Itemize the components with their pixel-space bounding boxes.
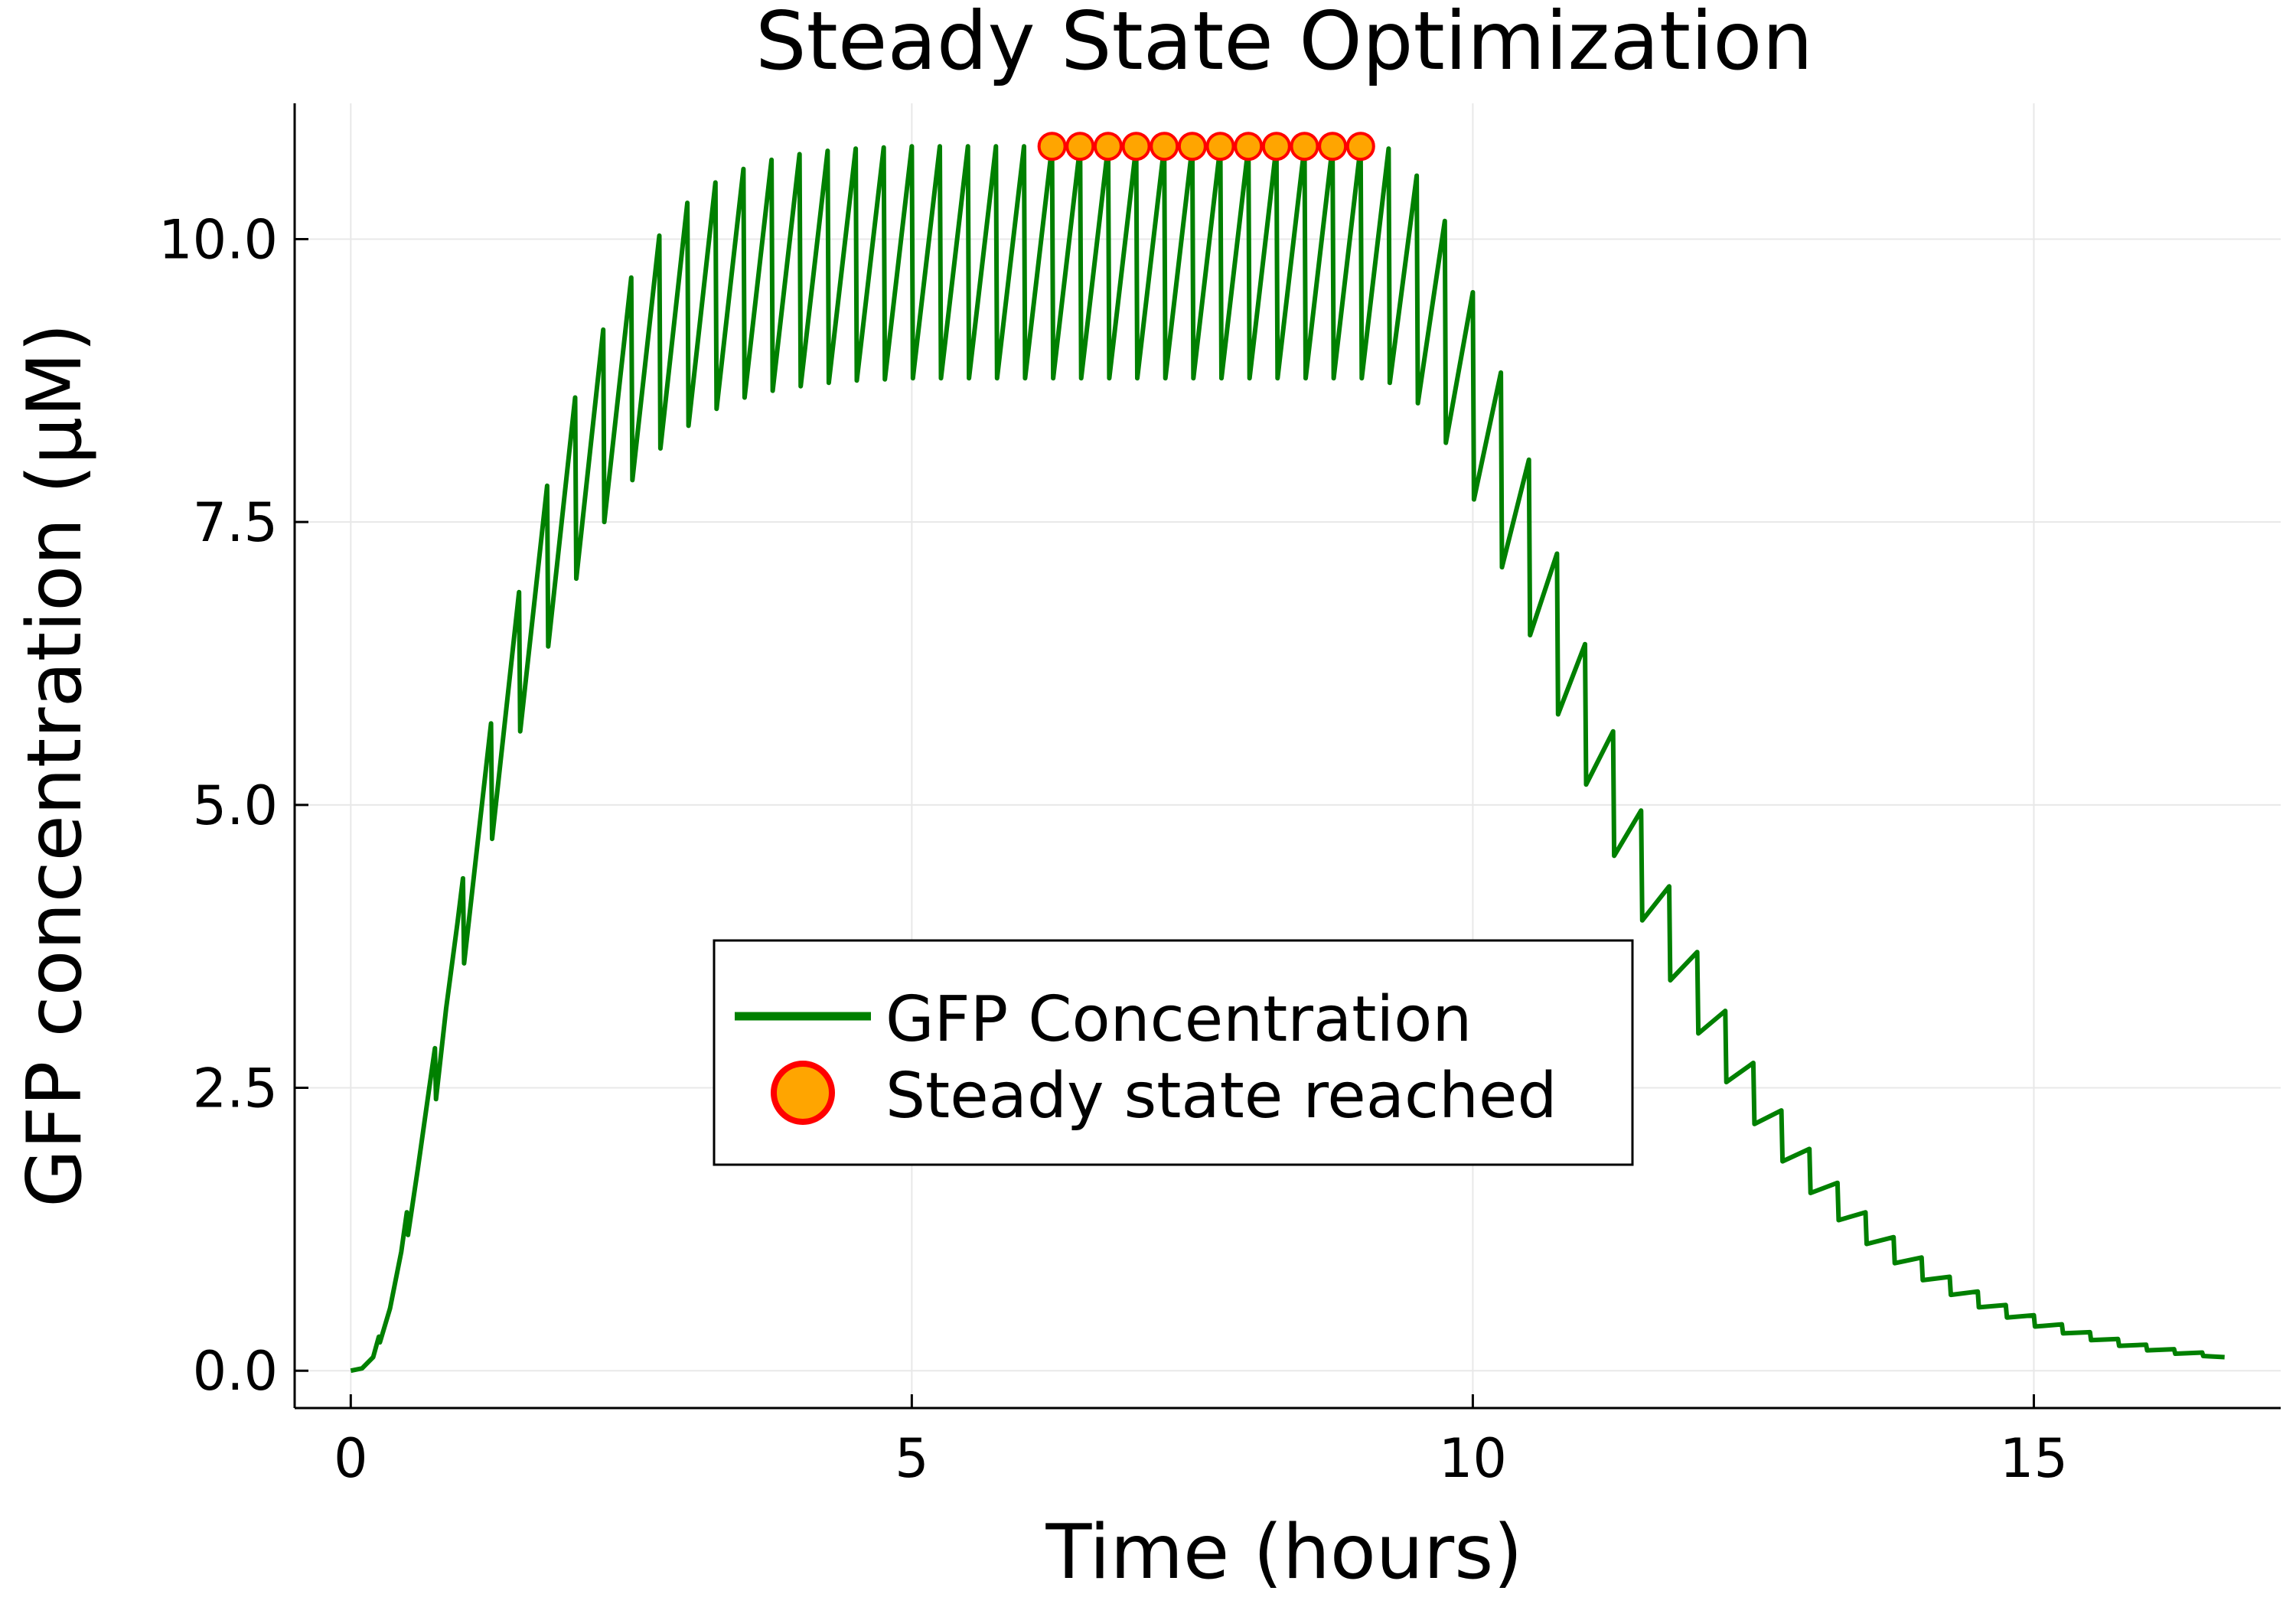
steady-state-point (1205, 132, 1235, 161)
legend-label-gfp: GFP Concentration (885, 983, 1472, 1056)
y-tick-label: 2.5 (193, 1058, 278, 1120)
x-tick-label: 10 (1439, 1427, 1507, 1490)
steady-state-point (1345, 132, 1375, 161)
series-layer (350, 132, 2225, 1374)
steady-state-point (1234, 132, 1264, 161)
gfp-concentration-line (350, 144, 2225, 1374)
steady-state-point (1037, 132, 1067, 161)
plot-axes (293, 103, 2281, 1410)
y-ticks: 0.0 2.5 5.0 7.5 10.0 (158, 208, 308, 1403)
steady-state-point (1065, 132, 1095, 161)
steady-state-point (1290, 132, 1319, 161)
steady-state-point (1177, 132, 1207, 161)
legend: GFP Concentration Steady state reached (713, 939, 1634, 1166)
chart-title: Steady State Optimization (755, 0, 1813, 88)
x-tick-label: 0 (334, 1427, 368, 1490)
x-tick-label: 15 (2000, 1427, 2068, 1490)
steady-state-point (1093, 132, 1123, 161)
steady-state-point (1150, 132, 1179, 161)
steady-state-point (1261, 132, 1291, 161)
y-axis-label: GFP concentration (μM) (11, 323, 99, 1208)
steady-state-point (1318, 132, 1348, 161)
x-axis-label: Time (hours) (1045, 1509, 1523, 1596)
y-tick-label: 10.0 (158, 208, 278, 271)
y-tick-label: 0.0 (193, 1340, 278, 1403)
y-tick-label: 5.0 (193, 774, 278, 837)
y-tick-label: 7.5 (193, 491, 278, 554)
legend-marker-swatch (771, 1061, 835, 1125)
legend-box (713, 939, 1634, 1166)
steady-state-point (1121, 132, 1151, 161)
x-ticks: 0 5 10 15 (334, 1394, 2068, 1490)
x-tick-label: 5 (895, 1427, 929, 1490)
legend-label-steady: Steady state reached (885, 1060, 1557, 1133)
